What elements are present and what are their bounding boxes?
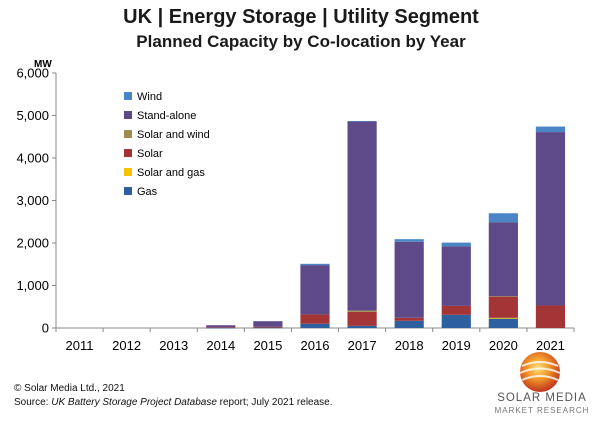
x-tick-label: 2014 xyxy=(206,338,235,353)
y-tick-label: 4,000 xyxy=(16,151,49,166)
bar-segment-stand-alone xyxy=(206,325,236,328)
x-tick-label: 2021 xyxy=(536,338,565,353)
y-tick-label: 3,000 xyxy=(16,193,49,208)
bar-segment-wind xyxy=(535,126,566,133)
bar-segment-stand-alone xyxy=(441,246,471,306)
bar-segment-wind xyxy=(441,242,471,247)
y-tick-label: 0 xyxy=(42,321,49,336)
bar-segment-wind xyxy=(300,263,330,266)
logo-name: SOLAR MEDIA xyxy=(497,392,587,404)
y-axis-label: MW xyxy=(34,59,52,70)
logo-tagline: MARKET RESEARCH xyxy=(494,406,590,415)
sun-sphere-icon xyxy=(519,352,561,392)
bar-segment-wind xyxy=(488,213,518,223)
copyright-text: © Solar Media Ltd., 2021 xyxy=(14,383,125,394)
bar-segment-solar-and-wind xyxy=(347,310,377,312)
x-tick-label: 2015 xyxy=(253,338,282,353)
bar-segment-solar-and-gas xyxy=(488,317,518,319)
bar-segment-gas xyxy=(488,318,518,328)
legend-label: Wind xyxy=(137,91,162,103)
y-tick-label: 6,000 xyxy=(16,66,49,81)
bar-segment-solar xyxy=(300,314,330,324)
legend-label: Solar xyxy=(137,148,163,160)
legend-swatch xyxy=(124,92,132,100)
x-tick-label: 2018 xyxy=(395,338,424,353)
bar-segment-wind xyxy=(394,239,424,242)
y-tick-label: 1,000 xyxy=(16,278,49,293)
legend-swatch xyxy=(124,111,132,119)
x-tick-label: 2013 xyxy=(159,338,188,353)
source-prefix: Source: xyxy=(14,397,52,408)
x-tick-label: 2016 xyxy=(301,338,330,353)
bar-segment-gas xyxy=(300,323,330,328)
bar-segment-gas xyxy=(394,320,424,328)
bar-segment-solar xyxy=(535,305,566,328)
x-tick-label: 2019 xyxy=(442,338,471,353)
bar-segment-stand-alone xyxy=(535,132,566,306)
x-tick-label: 2011 xyxy=(66,338,94,353)
y-tick-label: 2,000 xyxy=(16,236,49,251)
bar-segment-stand-alone xyxy=(394,241,424,318)
legend-swatch xyxy=(124,149,132,157)
bar-segment-wind xyxy=(347,121,377,122)
chart-subtitle: Planned Capacity by Co-location by Year xyxy=(136,32,466,51)
source-suffix: report; July 2021 release. xyxy=(216,397,333,408)
y-tick-label: 5,000 xyxy=(16,108,49,123)
bar-segment-stand-alone xyxy=(488,222,518,297)
legend-swatch xyxy=(124,187,132,195)
chart-title: UK | Energy Storage | Utility Segment xyxy=(123,6,479,28)
solar-media-logo: SOLAR MEDIA MARKET RESEARCH xyxy=(482,350,602,420)
bar-segment-stand-alone xyxy=(300,265,330,315)
source-report-name: UK Battery Storage Project Database xyxy=(51,397,217,408)
bar-segment-solar xyxy=(441,305,471,315)
bar-segment-solar xyxy=(347,311,377,326)
bar-segment-solar xyxy=(488,296,518,318)
x-tick-label: 2012 xyxy=(112,338,141,353)
bar-segment-gas xyxy=(206,327,236,329)
legend-label: Gas xyxy=(137,186,158,198)
bar-segment-gas xyxy=(253,327,283,329)
legend-label: Solar and gas xyxy=(137,167,205,179)
bar-segment-solar-and-wind xyxy=(488,296,518,297)
bar-segment-solar xyxy=(394,317,424,321)
bar-segment-solar xyxy=(253,326,283,328)
source-text: Source: UK Battery Storage Project Datab… xyxy=(14,397,333,408)
bar-segment-stand-alone xyxy=(347,121,377,311)
x-tick-label: 2020 xyxy=(489,338,518,353)
bar-segment-gas xyxy=(347,325,377,328)
legend-swatch xyxy=(124,168,132,176)
bar-segment-stand-alone xyxy=(253,321,283,327)
x-tick-label: 2017 xyxy=(348,338,377,353)
legend-label: Stand-alone xyxy=(137,110,196,122)
bar-segment-gas xyxy=(441,314,471,328)
legend-label: Solar and wind xyxy=(137,129,210,141)
bar-segment-solar xyxy=(206,327,236,328)
legend-swatch xyxy=(124,130,132,138)
